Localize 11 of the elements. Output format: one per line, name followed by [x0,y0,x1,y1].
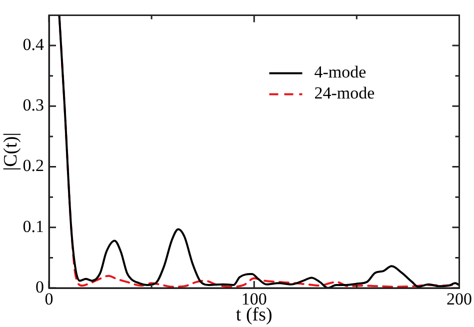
y-tick-label: 0.1 [22,216,44,236]
y-tick-label: 0.2 [22,156,44,176]
legend-label: 4-mode [314,62,366,82]
y-tick-label: 0.3 [22,96,44,115]
y-tick-label: 0.4 [22,34,44,54]
y-tick-label: 0 [36,277,44,296]
legend-label: 24-mode [314,84,375,103]
x-axis-title: t (fs) [236,304,272,326]
line-series [58,15,460,288]
x-tick-label: 200 [446,290,472,309]
y-axis-title: |C(t)| [0,132,22,171]
